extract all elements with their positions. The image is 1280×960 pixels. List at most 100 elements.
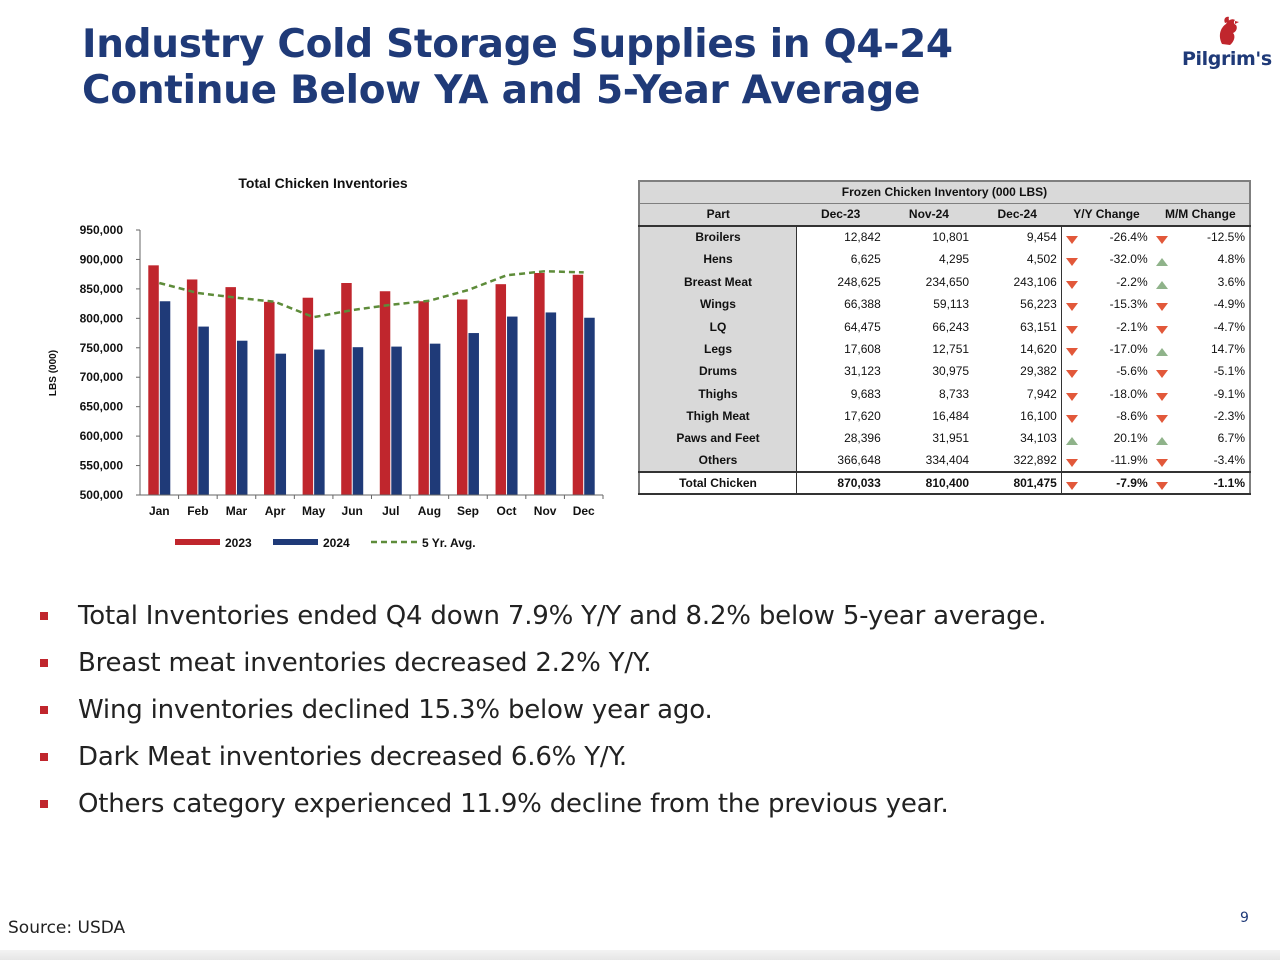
- cell-dec23: 12,842: [844, 230, 881, 245]
- cell-dec23: 17,608: [844, 341, 881, 356]
- cell-mm-change-value: -2.3%: [1213, 409, 1245, 424]
- trend-down-icon: [1065, 415, 1078, 424]
- table-row: Thighs 9,683 8,733 7,942 -18.0% -9.1%: [639, 382, 1250, 405]
- bullet-text: Total Inventories ended Q4 down 7.9% Y/Y…: [78, 601, 1047, 631]
- bullet-item: Dark Meat inventories decreased 6.6% Y/Y…: [38, 738, 1078, 776]
- cell-yy-change: -5.6%: [1060, 360, 1152, 383]
- cell-nov24: 16,484: [932, 409, 970, 424]
- cell-mm-change-value: 6.7%: [1217, 431, 1245, 446]
- trend-up-icon: [1155, 347, 1168, 356]
- footer-bar: [0, 950, 1280, 960]
- cell-part: Broilers: [639, 225, 797, 249]
- table-row: Legs 17,608 12,751 14,620 -17.0% 14.7%: [639, 337, 1250, 361]
- trend-up-icon: [1155, 437, 1168, 446]
- inventory-chart: Total Chicken Inventories LBS (000) 500,…: [48, 175, 604, 550]
- cell-dec24: 9,454: [1026, 230, 1057, 245]
- bullet-square-icon: [40, 753, 48, 761]
- table-caption-row: Frozen Chicken Inventory (000 LBS): [638, 179, 1251, 204]
- cell-mm-change-value: -1.1%: [1213, 476, 1245, 491]
- cell-mm-change-value: 4.8%: [1217, 252, 1245, 267]
- table-row: Breast Meat 248,625 234,650 243,106 -2.2% 3.6…: [639, 270, 1250, 293]
- cell-part: Breast Meat: [639, 270, 797, 293]
- frozen-chicken-inventory-table: Frozen Chicken Inventory (000 LBS) Part …: [638, 179, 1251, 496]
- bar-2023: [264, 301, 275, 495]
- page-number: 9: [1240, 910, 1249, 926]
- table-row: Broilers 12,842 10,801 9,454 -26.4% -12.5%: [639, 225, 1250, 249]
- cell-part: Wings: [639, 292, 797, 316]
- trend-down-icon: [1155, 303, 1168, 312]
- cell-part: Thigh Meat: [639, 404, 797, 428]
- bar-2024: [507, 316, 518, 495]
- trend-down-icon: [1155, 236, 1168, 245]
- cell-nov24: 334,404: [925, 453, 970, 468]
- cell-nov24: 59,113: [933, 297, 970, 312]
- bar-2024: [275, 353, 287, 495]
- cell-dec24: 14,620: [1020, 341, 1057, 356]
- cell-yy-change: -26.4%: [1060, 225, 1152, 249]
- cell-part: Total Chicken: [639, 471, 797, 496]
- cell-yy-change-value: -18.0%: [1109, 386, 1148, 401]
- bullet-text: Others category experienced 11.9% declin…: [78, 789, 949, 819]
- col-header-nov24: Nov-24: [884, 203, 974, 227]
- cell-yy-change: -18.0%: [1060, 382, 1152, 405]
- table-row: Wings 66,388 59,113 56,223 -15.3% -4.9%: [639, 292, 1250, 316]
- chart-bars: [148, 265, 595, 495]
- legend-label-2023: 2023: [225, 536, 252, 550]
- bullet-text: Wing inventories declined 15.3% below ye…: [78, 695, 713, 725]
- trend-up-icon: [1065, 437, 1078, 446]
- cell-yy-change: -11.9%: [1060, 449, 1152, 473]
- cell-dec24: 56,223: [1020, 297, 1057, 312]
- bar-2023: [148, 265, 159, 495]
- cell-dec23: 6,625: [850, 252, 881, 267]
- cell-part: Paws and Feet: [639, 427, 797, 450]
- cell-yy-change-value: -11.9%: [1110, 453, 1148, 468]
- col-header-part: Part: [639, 203, 797, 227]
- cell-part: Legs: [639, 337, 797, 361]
- chart-x-axis: Jan Feb Mar Apr May Jun Jul Aug Sep Oct Nov Dec: [140, 494, 604, 518]
- cell-yy-change-value: -7.9%: [1116, 476, 1148, 491]
- chart-legend: 2023 2024 5 Yr. Avg.: [175, 536, 476, 550]
- cell-nov24: 10,801: [932, 230, 970, 245]
- cell-mm-change: -3.4%: [1152, 450, 1250, 472]
- cell-yy-change-value: 20.1%: [1113, 431, 1148, 446]
- y-tick-label: 800,000: [80, 311, 124, 325]
- x-tick-label: Jun: [342, 504, 363, 518]
- x-tick-label: Feb: [187, 504, 208, 518]
- cell-yy-change: -32.0%: [1060, 248, 1152, 271]
- cell-nov24: 31,951: [932, 431, 970, 446]
- bar-2023: [186, 279, 198, 495]
- x-tick-label: Apr: [265, 504, 286, 518]
- bar-2023: [534, 272, 545, 495]
- trend-down-icon: [1155, 325, 1168, 334]
- trend-down-icon: [1065, 303, 1078, 312]
- trend-up-icon: [1155, 258, 1168, 267]
- cell-mm-change: -4.7%: [1152, 315, 1250, 337]
- bullet-item: Total Inventories ended Q4 down 7.9% Y/Y…: [38, 597, 1078, 635]
- x-tick-label: Sep: [457, 504, 479, 518]
- cell-yy-change-value: -8.6%: [1116, 409, 1148, 424]
- table-caption: Frozen Chicken Inventory (000 LBS): [638, 179, 1251, 204]
- cell-mm-change-value: -12.5%: [1206, 230, 1245, 245]
- cell-mm-change: 6.7%: [1152, 427, 1250, 449]
- cell-dec24: 4,502: [1026, 252, 1057, 267]
- pilgrims-logo: Pilgrim's: [1178, 14, 1278, 78]
- y-tick-label: 900,000: [80, 252, 124, 266]
- y-tick-label: 700,000: [80, 370, 124, 384]
- x-tick-label: Jan: [149, 504, 170, 518]
- bar-2023: [341, 283, 352, 495]
- bullet-square-icon: [40, 612, 48, 620]
- inventory-table-panel: Frozen Chicken Inventory (000 LBS) Part …: [638, 179, 1251, 496]
- chart-avg-line: [158, 269, 584, 319]
- slide-title-line-1: Industry Cold Storage Supplies in Q4-24: [82, 22, 953, 67]
- trend-down-icon: [1155, 370, 1168, 379]
- cell-part: Drums: [639, 360, 797, 383]
- cell-nov24: 30,975: [932, 364, 970, 379]
- cell-yy-change-value: -26.4%: [1109, 230, 1148, 245]
- cell-mm-change: -12.5%: [1152, 226, 1250, 248]
- cell-mm-change: -5.1%: [1152, 360, 1250, 382]
- cell-nov24: 234,650: [925, 274, 970, 289]
- legend-swatch-2024: [273, 539, 318, 545]
- col-header-dec23: Dec-23: [796, 203, 885, 227]
- bar-2023: [495, 284, 507, 495]
- cell-dec24: 243,106: [1013, 274, 1057, 289]
